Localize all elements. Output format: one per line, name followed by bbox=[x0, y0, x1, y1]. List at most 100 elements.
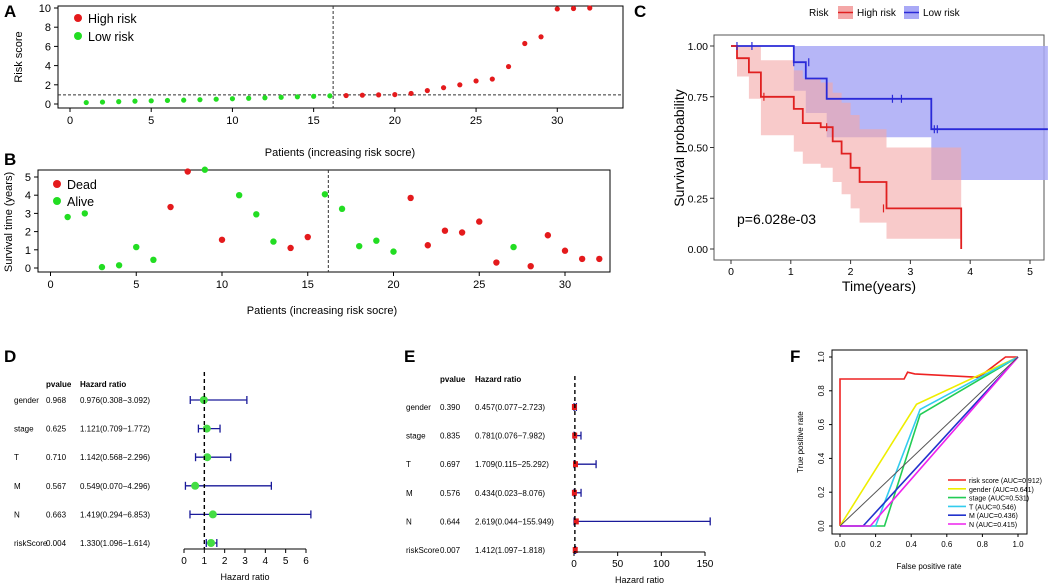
x-tick-label: 5 bbox=[1027, 266, 1033, 278]
alive-point bbox=[81, 210, 89, 217]
row-label: stage bbox=[14, 425, 34, 434]
column-header-hazard-ratio: Hazard ratio bbox=[80, 380, 126, 389]
row-pvalue: 0.576 bbox=[440, 489, 461, 498]
row-label: riskScore bbox=[406, 546, 440, 555]
y-axis-label: Risk score bbox=[13, 31, 25, 82]
row-pvalue: 0.390 bbox=[440, 403, 461, 412]
roc-curve-5 bbox=[840, 356, 1019, 527]
x-tick-label: 0 bbox=[728, 266, 734, 278]
dead-point bbox=[407, 194, 414, 202]
row-hazard-ratio-text: 1.412(1.097−1.818) bbox=[475, 546, 545, 555]
legend-label-high-risk: High risk bbox=[88, 12, 137, 26]
row-pvalue: 0.007 bbox=[440, 546, 461, 555]
low-risk-point bbox=[164, 97, 171, 104]
row-pvalue: 0.710 bbox=[46, 453, 67, 462]
x-tick-label: 0.6 bbox=[941, 540, 953, 549]
x-tick-label: 5 bbox=[148, 115, 154, 127]
legend-label-alive: Alive bbox=[67, 195, 94, 209]
panel-a-risk-score-chart: 0 5 10 15 20 25 30 0 2 4 6 8 10 Patients (increasing … bbox=[13, 3, 624, 159]
x-tick-label: 30 bbox=[551, 115, 563, 127]
row-pvalue: 0.663 bbox=[46, 510, 67, 519]
y-axis-label: True positive rate bbox=[796, 411, 805, 473]
y-tick-label: 4 bbox=[25, 190, 31, 202]
hazard-ratio-point bbox=[571, 489, 577, 496]
panel-letter-f: F bbox=[790, 347, 800, 366]
dead-point bbox=[184, 168, 191, 175]
alive-point bbox=[390, 248, 397, 255]
alive-point bbox=[235, 192, 243, 199]
column-header-hazard-ratio: Hazard ratio bbox=[475, 375, 521, 384]
high-risk-point bbox=[376, 92, 382, 98]
x-tick-label: 0 bbox=[67, 115, 73, 127]
high-risk-point bbox=[343, 92, 349, 99]
dead-point bbox=[287, 244, 294, 252]
x-tick-label: 0 bbox=[181, 556, 187, 567]
row-hazard-ratio-text: 0.434(0.023−8.076) bbox=[475, 489, 545, 498]
y-tick-label: 0.4 bbox=[817, 452, 826, 464]
alive-point bbox=[270, 238, 277, 245]
row-hazard-ratio-text: 0.549(0.070−4.296) bbox=[80, 482, 150, 491]
row-hazard-ratio-text: 2.619(0.044−155.949) bbox=[475, 517, 554, 526]
dead-point bbox=[544, 232, 552, 239]
dead-point bbox=[458, 229, 466, 236]
legend-label: M (AUC=0.436) bbox=[969, 513, 1018, 520]
high-risk-point bbox=[489, 76, 495, 82]
y-tick-label: 1.0 bbox=[817, 351, 826, 363]
dead-point bbox=[578, 255, 586, 263]
row-pvalue: 0.644 bbox=[440, 517, 461, 526]
hazard-ratio-point bbox=[573, 518, 579, 525]
x-tick-label: 1 bbox=[788, 266, 794, 278]
legend-label: gender (AUC=0.641) bbox=[969, 487, 1034, 494]
high-risk-point bbox=[554, 6, 560, 12]
x-tick-label: 15 bbox=[302, 279, 314, 291]
hazard-ratio-point bbox=[572, 547, 578, 553]
roc-curve-0 bbox=[839, 356, 1018, 526]
alive-point bbox=[321, 191, 329, 198]
x-tick-label: 0.2 bbox=[870, 540, 882, 549]
dead-point bbox=[561, 247, 569, 254]
y-tick-label: 0.50 bbox=[688, 143, 709, 155]
x-tick-label: 1.0 bbox=[1012, 540, 1024, 549]
x-axis-label: Hazard ratio bbox=[615, 575, 664, 585]
row-pvalue: 0.968 bbox=[46, 396, 67, 405]
x-tick-label: 1 bbox=[202, 556, 208, 567]
dead-point bbox=[218, 236, 226, 243]
panel-e-multivariate-forest-plot: pvalue Hazard ratio gender 0.390 0.457(0.077… bbox=[406, 375, 714, 585]
x-tick-label: 0 bbox=[571, 559, 577, 570]
y-axis-label: Survival probability bbox=[671, 89, 687, 207]
low-risk-point bbox=[246, 95, 252, 101]
panel-letter-a: A bbox=[4, 2, 16, 21]
alive-point bbox=[510, 243, 517, 251]
x-tick-label: 5 bbox=[133, 279, 139, 291]
alive-point bbox=[98, 263, 106, 271]
row-hazard-ratio-text: 1.142(0.568−2.296) bbox=[80, 453, 150, 462]
legend-label-high-risk: High risk bbox=[857, 8, 897, 19]
panel-letter-b: B bbox=[4, 150, 16, 169]
high-risk-point bbox=[538, 34, 544, 40]
row-hazard-ratio-text: 1.121(0.709−1.772) bbox=[80, 425, 150, 434]
dead-point bbox=[527, 262, 534, 270]
legend-title: Risk bbox=[809, 8, 829, 19]
alive-point bbox=[64, 213, 71, 221]
legend-label: N (AUC=0.415) bbox=[969, 522, 1017, 529]
row-label: M bbox=[406, 489, 413, 498]
high-risk-point bbox=[392, 91, 398, 98]
dead-point bbox=[493, 259, 500, 266]
x-tick-label: 20 bbox=[387, 279, 399, 291]
row-label: gender bbox=[14, 396, 39, 405]
hazard-ratio-point bbox=[208, 510, 217, 519]
y-tick-label: 0.25 bbox=[688, 193, 709, 205]
low-risk-point bbox=[132, 98, 138, 104]
y-tick-label: 3 bbox=[25, 208, 31, 220]
row-label: N bbox=[406, 517, 412, 526]
low-risk-point bbox=[99, 99, 106, 105]
low-risk-point bbox=[294, 94, 300, 100]
row-hazard-ratio-text: 0.781(0.076−7.982) bbox=[475, 432, 545, 441]
hazard-ratio-point bbox=[191, 481, 200, 490]
x-axis-label: Hazard ratio bbox=[220, 572, 269, 582]
dead-point bbox=[476, 218, 483, 225]
high-risk-survival-curve bbox=[731, 45, 963, 249]
panel-letter-d: D bbox=[4, 347, 16, 366]
y-tick-label: 0.0 bbox=[817, 520, 826, 532]
